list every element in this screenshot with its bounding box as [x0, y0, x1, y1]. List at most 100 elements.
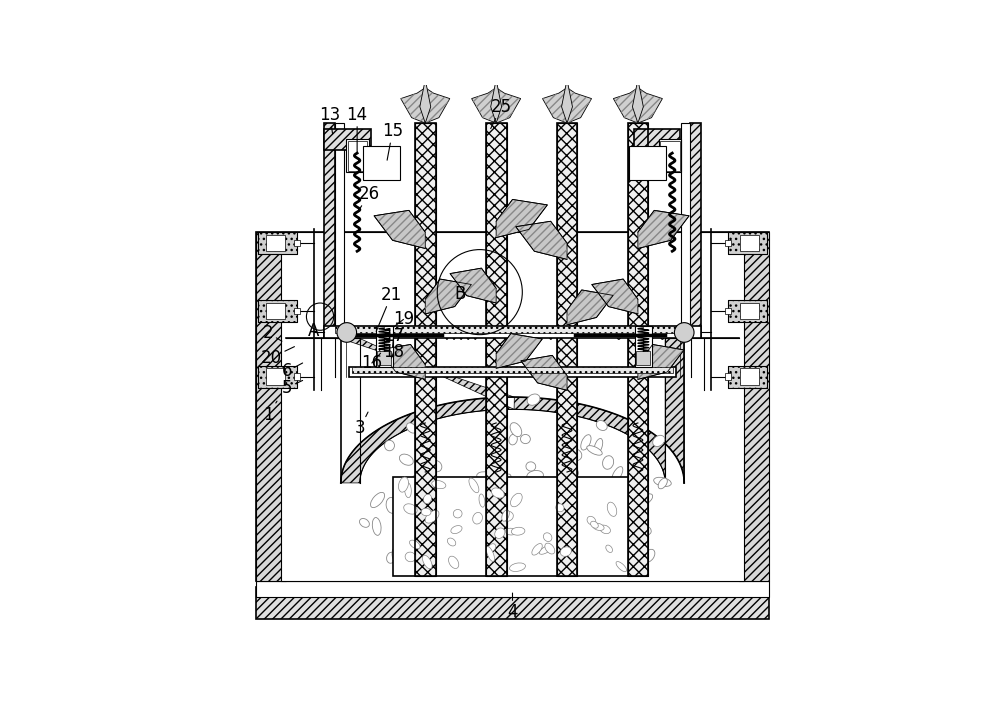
- Bar: [376, 326, 393, 367]
- Ellipse shape: [399, 454, 413, 465]
- Ellipse shape: [571, 508, 582, 519]
- Bar: [681, 123, 690, 338]
- Ellipse shape: [623, 487, 634, 496]
- Bar: [728, 232, 767, 254]
- Ellipse shape: [539, 545, 552, 554]
- Polygon shape: [379, 345, 425, 379]
- Ellipse shape: [509, 434, 517, 445]
- Ellipse shape: [421, 496, 435, 506]
- Polygon shape: [496, 88, 521, 123]
- Bar: [728, 366, 767, 387]
- Ellipse shape: [581, 435, 591, 450]
- Ellipse shape: [587, 445, 602, 455]
- Ellipse shape: [525, 497, 539, 508]
- Ellipse shape: [529, 547, 543, 562]
- Bar: [377, 351, 391, 365]
- Text: 25: 25: [491, 98, 512, 129]
- Ellipse shape: [482, 526, 496, 536]
- Text: 19: 19: [393, 310, 414, 329]
- Ellipse shape: [423, 494, 431, 503]
- Bar: [256, 232, 769, 581]
- Ellipse shape: [385, 440, 394, 451]
- Bar: [281, 232, 744, 581]
- Ellipse shape: [552, 508, 561, 520]
- Polygon shape: [567, 88, 592, 123]
- Bar: [294, 308, 300, 314]
- Bar: [258, 366, 297, 387]
- Ellipse shape: [425, 510, 439, 523]
- Polygon shape: [341, 338, 514, 483]
- Text: 17: 17: [383, 326, 404, 347]
- Ellipse shape: [615, 494, 625, 509]
- Ellipse shape: [392, 548, 401, 563]
- Ellipse shape: [447, 538, 456, 546]
- Ellipse shape: [405, 552, 416, 561]
- Bar: [725, 308, 731, 314]
- Ellipse shape: [499, 542, 508, 556]
- Bar: [660, 141, 680, 171]
- Ellipse shape: [431, 460, 442, 472]
- Ellipse shape: [453, 493, 464, 506]
- Text: 14: 14: [347, 106, 368, 153]
- Ellipse shape: [421, 508, 431, 516]
- Text: A: A: [308, 322, 320, 341]
- Bar: [415, 123, 436, 576]
- Bar: [258, 366, 297, 387]
- Ellipse shape: [492, 488, 504, 498]
- Polygon shape: [613, 88, 638, 123]
- Text: B: B: [454, 285, 466, 303]
- Ellipse shape: [511, 527, 525, 535]
- Polygon shape: [514, 338, 684, 483]
- Ellipse shape: [489, 510, 507, 520]
- Bar: [258, 232, 297, 254]
- Ellipse shape: [654, 477, 671, 486]
- Ellipse shape: [398, 477, 408, 492]
- Bar: [629, 146, 666, 181]
- Bar: [393, 477, 632, 576]
- Ellipse shape: [526, 535, 536, 547]
- Polygon shape: [496, 200, 547, 238]
- Text: 15: 15: [382, 122, 403, 160]
- Ellipse shape: [568, 465, 578, 476]
- Ellipse shape: [520, 435, 530, 444]
- Ellipse shape: [486, 547, 494, 561]
- Ellipse shape: [370, 492, 385, 508]
- Bar: [636, 351, 650, 365]
- Ellipse shape: [527, 471, 543, 481]
- Ellipse shape: [500, 530, 512, 542]
- Bar: [740, 303, 759, 319]
- Bar: [728, 300, 767, 322]
- Ellipse shape: [527, 394, 540, 405]
- Bar: [739, 232, 769, 581]
- Ellipse shape: [587, 516, 596, 525]
- Bar: [659, 139, 681, 172]
- Bar: [256, 581, 769, 598]
- Polygon shape: [425, 88, 450, 123]
- Text: 16: 16: [361, 353, 382, 372]
- Bar: [324, 123, 335, 338]
- Bar: [324, 129, 371, 150]
- Ellipse shape: [644, 549, 655, 562]
- Text: 21: 21: [376, 286, 402, 331]
- Polygon shape: [516, 221, 567, 259]
- Ellipse shape: [502, 510, 509, 521]
- Bar: [335, 326, 692, 333]
- Ellipse shape: [616, 561, 627, 571]
- Ellipse shape: [653, 435, 665, 447]
- Bar: [258, 232, 297, 254]
- Ellipse shape: [473, 513, 482, 524]
- Text: 3: 3: [355, 412, 368, 438]
- Polygon shape: [592, 279, 638, 314]
- Polygon shape: [632, 79, 643, 123]
- Ellipse shape: [372, 518, 381, 535]
- Bar: [486, 123, 507, 576]
- Text: 2: 2: [263, 324, 282, 342]
- Ellipse shape: [451, 525, 462, 534]
- Bar: [725, 240, 731, 246]
- Text: 26: 26: [359, 185, 380, 210]
- Bar: [557, 123, 577, 576]
- Ellipse shape: [432, 481, 446, 489]
- Ellipse shape: [607, 502, 617, 516]
- Ellipse shape: [529, 548, 545, 559]
- Bar: [324, 326, 701, 338]
